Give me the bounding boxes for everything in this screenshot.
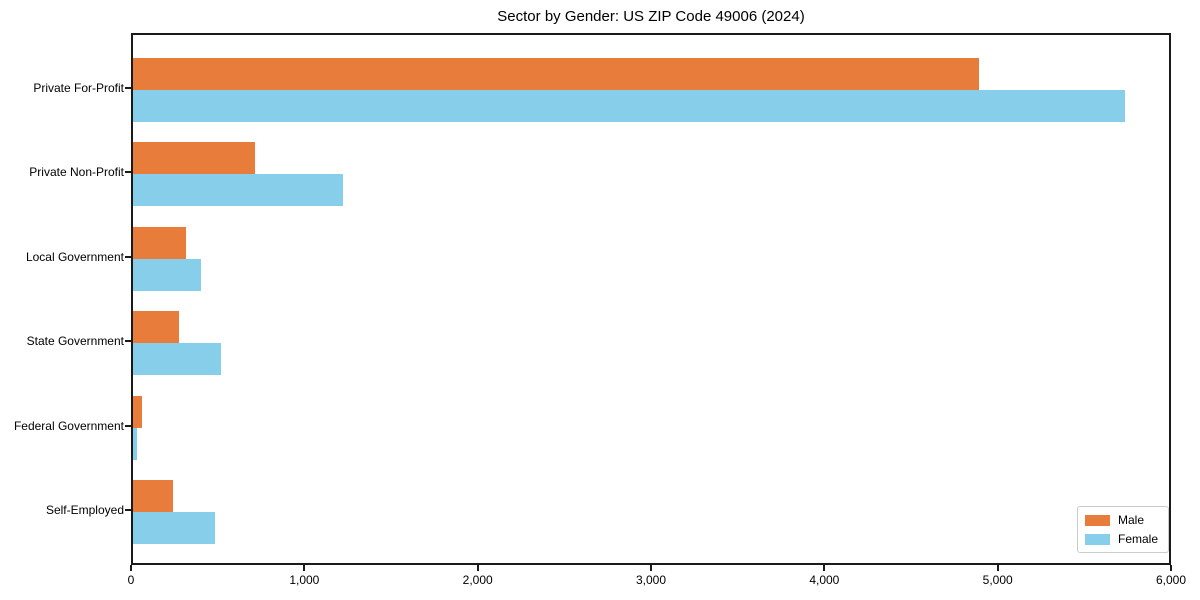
bar-female-3 bbox=[133, 258, 201, 291]
y-tick-label: Federal Government bbox=[13, 418, 124, 433]
y-tick-label: Local Government bbox=[25, 249, 124, 264]
bar-male-3 bbox=[133, 226, 186, 259]
y-tick-mark bbox=[125, 255, 131, 258]
y-tick-label: Private Non-Profit bbox=[29, 165, 124, 180]
bar-female-6 bbox=[133, 512, 215, 544]
legend-label: Male bbox=[1118, 513, 1145, 527]
y-tick-mark bbox=[125, 424, 131, 427]
bar-female-4 bbox=[133, 343, 222, 376]
chart-title: Sector by Gender: US ZIP Code 49006 (202… bbox=[497, 8, 805, 25]
legend: Male Female bbox=[1077, 506, 1170, 553]
y-tick-mark bbox=[125, 509, 131, 511]
plot-area bbox=[131, 33, 1171, 565]
x-tick-label: 0 bbox=[127, 573, 135, 587]
bar-male-4 bbox=[133, 311, 179, 344]
legend-entry-female: Female bbox=[1085, 532, 1158, 546]
x-tick-mark bbox=[996, 565, 999, 571]
bar-female-2 bbox=[133, 174, 343, 207]
y-tick-label: Self-Employed bbox=[45, 503, 124, 517]
bar-male-1 bbox=[133, 58, 979, 90]
bar-female-5 bbox=[133, 427, 137, 460]
y-tick-mark bbox=[125, 87, 131, 89]
legend-swatch-female bbox=[1085, 533, 1110, 545]
legend-label: Female bbox=[1118, 532, 1159, 546]
x-tick-label: 2,000 bbox=[462, 573, 493, 587]
x-tick-mark bbox=[823, 565, 826, 571]
bar-male-5 bbox=[133, 395, 142, 428]
x-tick-mark bbox=[303, 565, 306, 571]
x-tick-label: 4,000 bbox=[809, 573, 840, 587]
x-tick-label: 1,000 bbox=[289, 573, 320, 587]
y-tick-mark bbox=[125, 340, 131, 343]
legend-entry-male: Male bbox=[1085, 513, 1158, 527]
bar-male-2 bbox=[133, 142, 256, 175]
x-tick-mark bbox=[1170, 565, 1172, 571]
y-tick-label: State Government bbox=[26, 334, 124, 349]
bar-female-1 bbox=[133, 90, 1126, 122]
bar-male-6 bbox=[133, 480, 173, 512]
x-tick-label: 3,000 bbox=[635, 573, 667, 587]
x-tick-mark bbox=[476, 565, 479, 571]
legend-swatch-male bbox=[1085, 514, 1110, 526]
y-tick-mark bbox=[125, 171, 131, 174]
x-tick-mark bbox=[130, 565, 132, 571]
x-tick-label: 5,000 bbox=[982, 573, 1013, 587]
y-tick-label: Private For-Profit bbox=[33, 81, 124, 95]
x-tick-mark bbox=[650, 565, 652, 571]
x-tick-label: 6,000 bbox=[1155, 573, 1187, 587]
